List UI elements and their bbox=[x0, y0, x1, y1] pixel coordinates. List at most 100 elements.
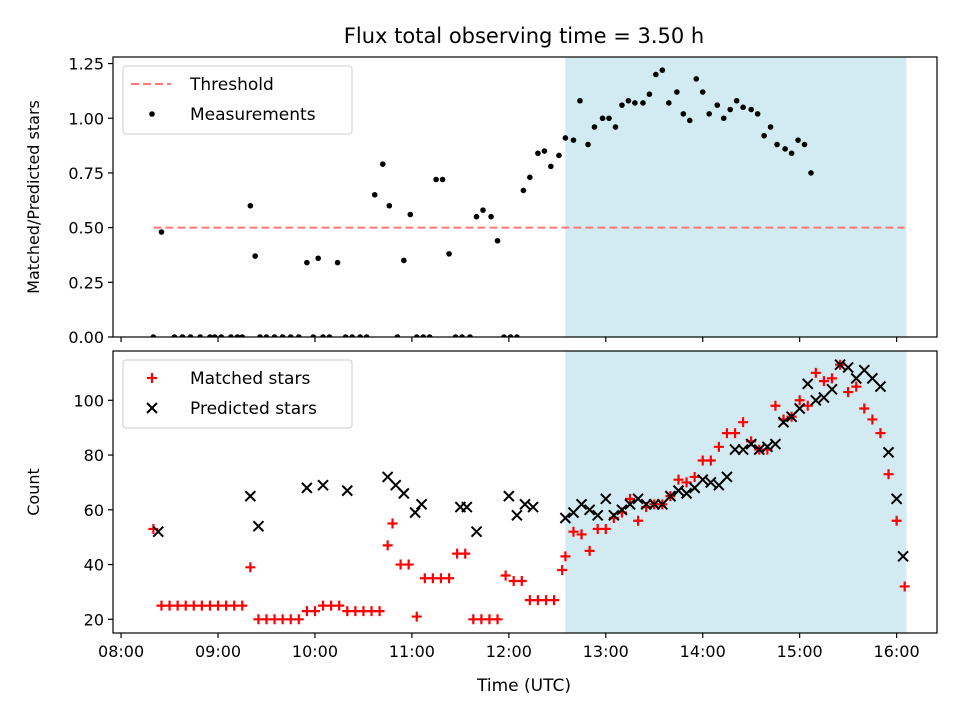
data-point bbox=[801, 141, 808, 148]
data-point bbox=[748, 106, 754, 113]
data-point bbox=[632, 100, 638, 106]
legend-box bbox=[122, 65, 353, 135]
data-point bbox=[761, 441, 774, 453]
data-point bbox=[309, 606, 320, 617]
data-point bbox=[774, 141, 780, 148]
data-point bbox=[374, 606, 385, 617]
x-tick-label: 10:00 bbox=[292, 642, 338, 661]
data-point bbox=[244, 490, 257, 502]
data-point bbox=[818, 376, 829, 387]
data-point bbox=[271, 334, 278, 337]
data-point bbox=[287, 334, 294, 337]
data-point bbox=[761, 132, 767, 139]
data-point bbox=[851, 381, 862, 392]
data-point bbox=[674, 89, 680, 95]
data-point bbox=[697, 473, 709, 486]
data-point bbox=[500, 570, 511, 581]
data-point bbox=[211, 334, 218, 337]
data-point bbox=[802, 400, 813, 411]
data-point bbox=[239, 334, 246, 337]
data-point bbox=[653, 71, 659, 78]
data-point bbox=[810, 367, 821, 378]
data-point bbox=[401, 257, 407, 264]
legend-label: Threshold bbox=[189, 75, 274, 95]
data-point bbox=[507, 334, 514, 337]
data-point bbox=[705, 476, 717, 489]
data-point bbox=[349, 334, 355, 337]
data-point bbox=[415, 498, 428, 511]
data-point bbox=[680, 487, 693, 500]
data-point bbox=[842, 361, 854, 374]
data-point bbox=[494, 237, 501, 244]
data-point bbox=[770, 400, 781, 411]
data-point bbox=[730, 428, 741, 439]
data-point bbox=[252, 253, 258, 259]
data-point bbox=[727, 106, 733, 113]
y-tick-label: 1.00 bbox=[68, 109, 104, 128]
x-tick-label: 14:00 bbox=[680, 642, 726, 661]
data-point bbox=[252, 520, 265, 532]
data-point bbox=[237, 600, 248, 611]
data-point bbox=[387, 518, 398, 529]
data-point bbox=[467, 334, 473, 337]
data-point bbox=[245, 562, 256, 573]
data-point bbox=[591, 124, 598, 130]
data-point bbox=[516, 575, 527, 586]
data-point bbox=[897, 550, 909, 563]
data-point bbox=[859, 403, 870, 414]
data-point bbox=[740, 104, 746, 111]
data-point bbox=[520, 187, 527, 194]
y-tick-label: 1.25 bbox=[68, 55, 104, 74]
data-point bbox=[409, 506, 421, 519]
data-point bbox=[549, 595, 560, 606]
data-point bbox=[625, 493, 636, 504]
data-point bbox=[363, 334, 370, 337]
data-point bbox=[632, 493, 644, 505]
data-point bbox=[882, 446, 895, 459]
data-point bbox=[875, 428, 886, 439]
y-tick-label: 80 bbox=[84, 446, 104, 465]
data-point bbox=[234, 334, 241, 337]
data-point bbox=[334, 259, 341, 266]
data-point bbox=[706, 111, 712, 117]
legend-label: Predicted stars bbox=[190, 399, 317, 419]
data-point bbox=[179, 334, 186, 337]
data-point bbox=[890, 493, 903, 505]
data-point bbox=[576, 529, 587, 540]
data-point bbox=[310, 334, 317, 337]
data-point bbox=[548, 163, 554, 170]
x-tick-label: 11:00 bbox=[389, 642, 435, 661]
data-point bbox=[738, 417, 749, 428]
axes-frame bbox=[112, 350, 938, 634]
data-point bbox=[492, 614, 503, 625]
data-point bbox=[600, 493, 612, 505]
data-point bbox=[659, 67, 666, 73]
data-point bbox=[158, 229, 165, 235]
x-tick-label: 16:00 bbox=[874, 642, 920, 661]
axes-frame bbox=[112, 56, 938, 338]
x-tick-label: 08:00 bbox=[98, 642, 144, 661]
data-point bbox=[433, 176, 439, 183]
data-point bbox=[557, 565, 568, 576]
data-point bbox=[150, 334, 157, 337]
data-point bbox=[891, 515, 902, 526]
y-tick-label: 20 bbox=[84, 610, 104, 629]
y-axis-label: Count bbox=[24, 468, 43, 516]
legend-label: Measurements bbox=[190, 105, 316, 125]
data-point bbox=[570, 137, 577, 143]
data-point bbox=[619, 102, 625, 108]
legend-box bbox=[122, 359, 353, 429]
y-tick-label: 40 bbox=[84, 556, 104, 575]
data-point bbox=[501, 334, 507, 337]
x-tick-label: 13:00 bbox=[583, 642, 629, 661]
data-point bbox=[754, 111, 761, 117]
data-point bbox=[480, 207, 486, 213]
data-point bbox=[279, 334, 286, 337]
data-point bbox=[721, 471, 733, 483]
data-point bbox=[304, 259, 310, 266]
series-markers bbox=[150, 67, 814, 337]
data-point bbox=[591, 509, 604, 521]
data-point bbox=[810, 394, 822, 406]
data-point bbox=[488, 213, 494, 220]
data-point bbox=[411, 611, 422, 622]
